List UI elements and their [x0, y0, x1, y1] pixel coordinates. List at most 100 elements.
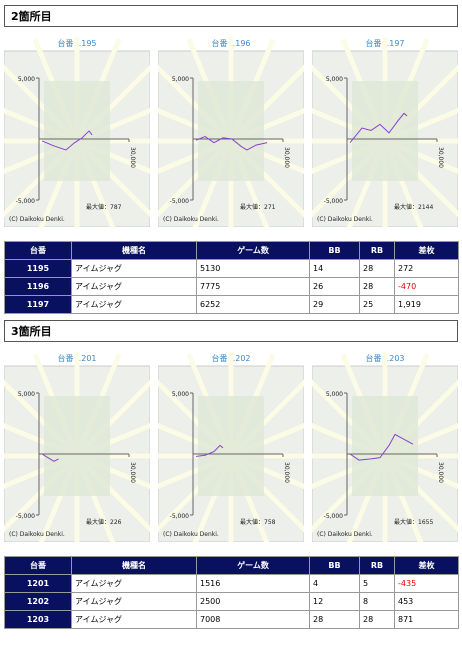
x-tick-label: 30,000 [283, 147, 290, 168]
header-cell: 台番 [4, 241, 72, 260]
machine-deco [198, 81, 264, 181]
cell: 4 [309, 574, 360, 593]
cell: 25 [359, 295, 395, 314]
machine-deco [352, 396, 418, 496]
line-series [195, 444, 224, 457]
panel: 5,000 -5,000 30,000 最大値：787 (C) Daikoku Denk… [4, 37, 150, 227]
y-tick-label: -5,000 [324, 513, 344, 520]
x-tick-label: 30,000 [129, 147, 136, 168]
x-tick-label: 30,000 [283, 462, 290, 483]
cell: 6252 [196, 295, 310, 314]
cell: 8 [359, 592, 395, 611]
panel: 5,000 -5,000 30,000 最大値：758 (C) Daikoku Denk… [158, 352, 304, 542]
header-row: 台番 機種名 ゲーム数 BB RB 差枚 [4, 556, 459, 575]
cell: 1,919 [394, 295, 459, 314]
cell: 28 [359, 277, 395, 296]
max-label: 最大値：2144 [394, 203, 433, 211]
machine-deco [352, 81, 418, 181]
header-cell: 差枚 [394, 556, 459, 575]
machine-deco [44, 81, 110, 181]
row-id: 1195 [4, 259, 72, 278]
panel: 5,000 -5,000 30,000 最大値：271 (C) Daikoku Denk… [158, 37, 304, 227]
max-label: 最大値：758 [240, 518, 276, 526]
max-label: 最大値：226 [86, 518, 122, 526]
table-row: 1202 アイムジャグ 2500 12 8 453 [4, 592, 459, 611]
copyright: (C) Daikoku Denki. [317, 216, 373, 223]
cell: 12 [309, 592, 360, 611]
line-series [41, 453, 59, 462]
x-tick-label: 30,000 [437, 462, 444, 483]
copyright: (C) Daikoku Denki. [163, 531, 219, 538]
cell: 28 [359, 610, 395, 629]
data-table: 台番 機種名 ゲーム数 BB RB 差枚 1201 アイムジャグ 1516 4 5 -435 1202 ア… [4, 556, 459, 629]
y-tick-label: -5,000 [170, 198, 190, 205]
y-tick-label: 5,000 [172, 391, 189, 398]
panel: 5,000 -5,000 30,000 最大値：226 (C) Daikoku Denk… [4, 352, 150, 542]
y-tick-label: 5,000 [326, 76, 343, 83]
row-id: 1203 [4, 610, 72, 629]
cell: アイムジャグ [71, 259, 197, 278]
cell: 7008 [196, 610, 310, 629]
cell: 28 [359, 259, 395, 278]
y-tick-label: 5,000 [18, 391, 35, 398]
panel: 5,000 -5,000 30,000 最大値：1655 (C) Daikoku Den… [312, 352, 458, 542]
cell: 2500 [196, 592, 310, 611]
header-cell: BB [309, 556, 360, 575]
line-series [349, 112, 408, 143]
copyright: (C) Daikoku Denki. [163, 216, 219, 223]
y-tick-label: -5,000 [170, 513, 190, 520]
header-cell: ゲーム数 [196, 241, 310, 260]
machine-deco [198, 396, 264, 496]
row-id: 1201 [4, 574, 72, 593]
row-id: 1197 [4, 295, 72, 314]
cell: 1516 [196, 574, 310, 593]
cell: 871 [394, 610, 459, 629]
max-label: 最大値：1655 [394, 518, 433, 526]
max-label: 最大値：271 [240, 203, 276, 211]
table-row: 1196 アイムジャグ 7775 26 28 -470 [4, 277, 459, 296]
header-cell: RB [359, 241, 395, 260]
x-tick-label: 30,000 [437, 147, 444, 168]
table-row: 1203 アイムジャグ 7008 28 28 871 [4, 610, 459, 629]
copyright: (C) Daikoku Denki. [317, 531, 373, 538]
machine-deco [44, 396, 110, 496]
y-tick-label: -5,000 [16, 198, 36, 205]
header-cell: 台番 [4, 556, 72, 575]
panel: 5,000 -5,000 30,000 最大値：2144 (C) Daikoku Den… [312, 37, 458, 227]
cell: アイムジャグ [71, 610, 197, 629]
cell: アイムジャグ [71, 295, 197, 314]
header-cell: 差枚 [394, 241, 459, 260]
line-series [41, 130, 93, 151]
header-cell: ゲーム数 [196, 556, 310, 575]
line-series [349, 433, 414, 461]
section-title: 3箇所目 [4, 320, 458, 342]
cell: 5130 [196, 259, 310, 278]
cell: 29 [309, 295, 360, 314]
row-id: 1202 [4, 592, 72, 611]
header-cell: 機種名 [71, 241, 197, 260]
max-label: 最大値：787 [86, 203, 122, 211]
cell: アイムジャグ [71, 574, 197, 593]
copyright: (C) Daikoku Denki. [9, 216, 65, 223]
cell: アイムジャグ [71, 277, 197, 296]
row-id: 1196 [4, 277, 72, 296]
cell: -435 [394, 574, 459, 593]
y-tick-label: -5,000 [324, 198, 344, 205]
line-series [195, 135, 268, 151]
cell: 453 [394, 592, 459, 611]
cell: 26 [309, 277, 360, 296]
y-tick-label: 5,000 [172, 76, 189, 83]
y-tick-label: 5,000 [326, 391, 343, 398]
y-tick-label: -5,000 [16, 513, 36, 520]
y-tick-label: 5,000 [18, 76, 35, 83]
section-title: 2箇所目 [4, 5, 458, 27]
